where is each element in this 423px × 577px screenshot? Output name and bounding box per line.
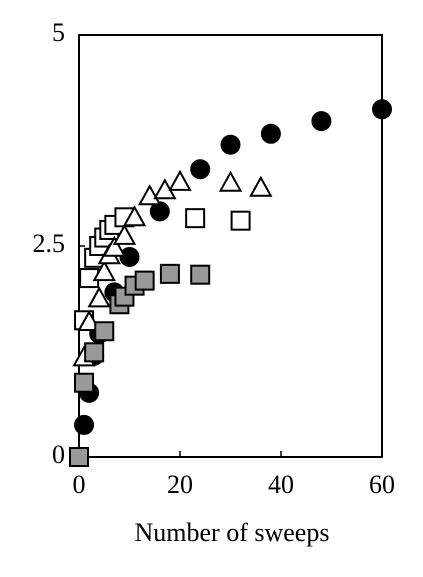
point [74,414,95,435]
point [190,264,211,285]
y-tick-label: 0 [52,440,65,469]
point [311,111,332,132]
point [87,286,111,308]
point [94,321,115,342]
point [230,210,251,231]
plot-frame [78,34,383,458]
point [69,447,89,467]
x-tick-label: 40 [268,470,294,499]
point [119,246,140,267]
point [190,159,211,180]
point [134,270,155,291]
point [185,208,206,229]
point [77,309,101,331]
y-tick-label: 2.5 [33,229,66,258]
point [138,184,162,206]
point [218,170,243,192]
point [84,342,105,363]
point [260,123,281,144]
point [168,169,192,191]
x-tick-label: 20 [167,470,193,499]
x-tick-label: 0 [73,470,86,499]
point [159,263,180,284]
point [102,235,127,257]
point [220,134,241,155]
point [74,372,95,393]
point [372,99,392,120]
point [249,175,273,197]
x-tick-label: 60 [369,470,395,499]
point [112,223,137,245]
point [122,205,147,227]
x-axis-label: Number of sweeps [135,518,330,547]
y-tick-label: 5 [52,18,65,47]
point [92,260,116,282]
